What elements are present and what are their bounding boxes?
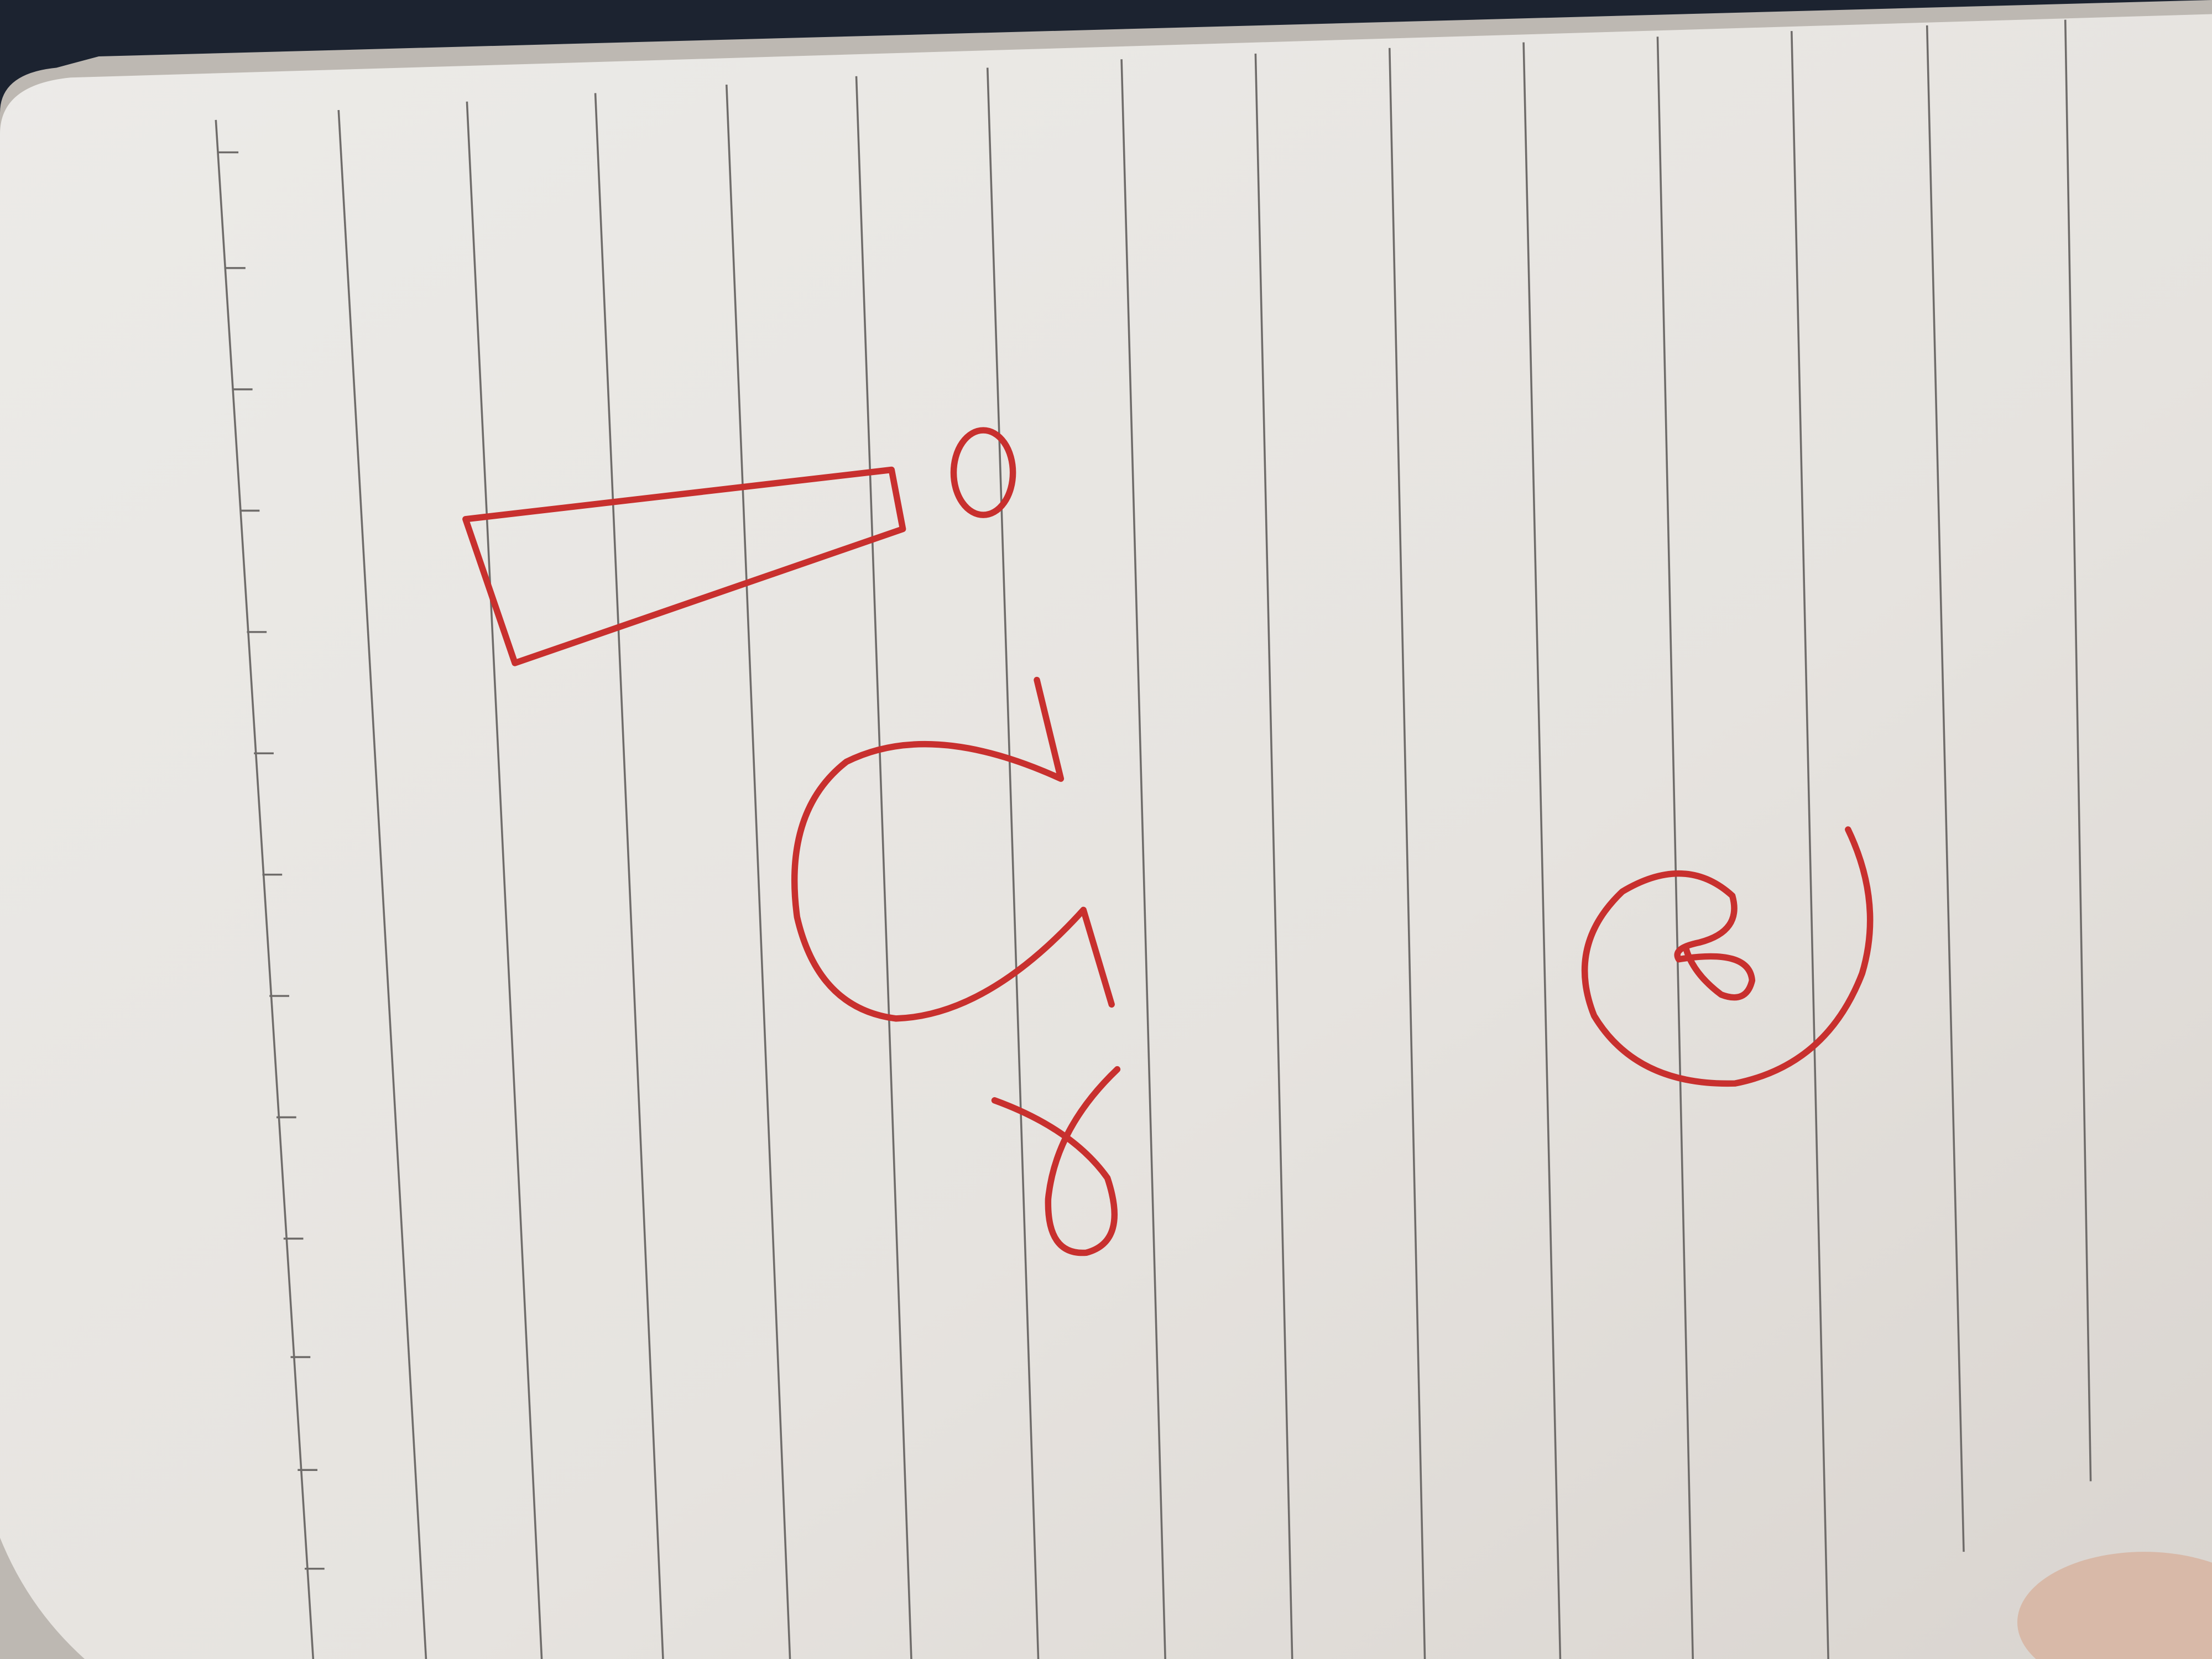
thumb <box>2017 1552 2212 1659</box>
trapezoid <box>462 466 906 666</box>
rule-line <box>1926 25 1965 1552</box>
rule-line <box>2064 19 2092 1481</box>
rule-line <box>466 101 543 1659</box>
rule-line <box>594 93 664 1659</box>
rule-line <box>337 109 427 1659</box>
spiral <box>1581 826 1874 1087</box>
small-circle <box>950 427 1016 518</box>
rule-line <box>855 76 912 1659</box>
rule-line <box>1254 53 1293 1659</box>
rule-line <box>1522 42 1562 1659</box>
rule-line <box>725 84 791 1659</box>
u-shape <box>791 676 1115 1022</box>
tick-marks <box>218 151 325 1570</box>
paper <box>0 14 2212 1659</box>
margin-ticks <box>218 151 325 1570</box>
loop-shape <box>991 1066 1121 1256</box>
margin-line <box>215 119 315 1659</box>
rule-line <box>1120 59 1166 1659</box>
rule-line <box>1388 48 1426 1659</box>
rule-line <box>1656 36 1694 1659</box>
rule-line <box>986 67 1040 1659</box>
ruled-lines <box>215 19 2092 1659</box>
red-drawings <box>462 427 1874 1256</box>
rule-line <box>1791 31 1829 1659</box>
